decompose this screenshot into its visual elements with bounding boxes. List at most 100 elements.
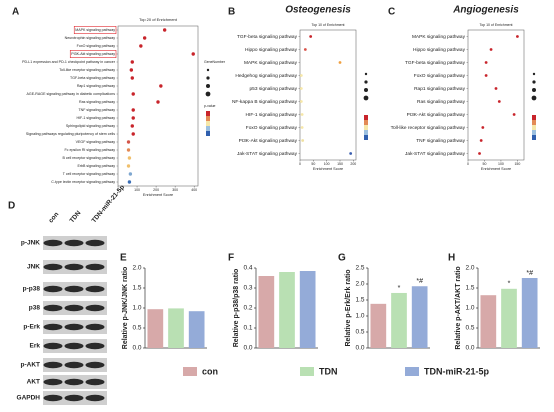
bar (299, 271, 316, 348)
blot-band (43, 394, 63, 402)
x-tick-label: 0 (299, 162, 301, 166)
category-label: HIF-1 signaling pathway (76, 116, 115, 120)
blot-band (85, 342, 105, 350)
x-tick-label: 50 (311, 162, 315, 166)
panel-letter: B (228, 7, 235, 18)
blot-band (43, 285, 63, 293)
size-legend-dot (532, 80, 536, 84)
category-label: Ras signaling pathway (79, 100, 115, 104)
y-tick-label: 0.0 (465, 345, 474, 352)
x-tick-label: 400 (191, 188, 197, 192)
y-tick-label: 1.5 (465, 285, 474, 292)
size-legend-dot (206, 84, 210, 88)
category-label: FoxO signaling pathway (246, 125, 298, 131)
category-label: MAPK signaling pathway (244, 60, 298, 66)
dot (301, 139, 305, 142)
legend-label: TDN (319, 366, 338, 376)
color-legend-step (206, 116, 210, 121)
dot (479, 139, 483, 142)
color-legend-title: p-value (204, 104, 216, 108)
y-tick-label: 2.0 (355, 281, 364, 288)
dot (481, 126, 485, 129)
blot-row-label: p-AKT (21, 362, 41, 369)
y-tick-label: 0.4 (243, 265, 252, 272)
dot (162, 28, 167, 32)
dot (142, 36, 147, 40)
dot (130, 60, 134, 64)
color-legend-step (206, 111, 210, 116)
color-legend-step (532, 125, 536, 130)
chart-title: Angiogenesis (452, 5, 519, 16)
blot-band (64, 285, 84, 293)
dot (156, 100, 160, 104)
blot-row-label: p-JNK (21, 240, 40, 247)
y-tick-label: 0.2 (243, 305, 252, 312)
category-label: MAPK signaling pathway (412, 34, 466, 40)
dot (130, 76, 134, 80)
blot-row-label: p38 (29, 305, 41, 312)
dot (126, 148, 131, 152)
size-legend-dot (364, 72, 368, 76)
lane-label: con (47, 211, 60, 224)
dot (126, 140, 131, 144)
y-tick-label: 0.0 (132, 345, 141, 352)
y-tick-label: 0.3 (243, 285, 252, 292)
dot (131, 132, 135, 136)
color-legend-step (364, 135, 368, 140)
bar (411, 286, 428, 348)
y-tick-label: 0.1 (243, 325, 252, 332)
y-axis-label: Relative p-AKT/AKT ratio (455, 266, 462, 349)
blot-band (85, 378, 105, 386)
blot-band (64, 263, 84, 271)
y-tick-label: 1.0 (355, 313, 364, 320)
dot (484, 74, 488, 77)
blot-band (43, 304, 63, 312)
category-label: Rap1 signaling pathway (414, 86, 466, 92)
dot (497, 100, 501, 103)
size-legend-dot (206, 68, 210, 72)
x-tick-label: 0 (117, 188, 119, 192)
blot-band (43, 342, 63, 350)
category-label: Toll-like receptor signaling pathway (391, 125, 466, 131)
legend-label: TDN-miR-21-5p (424, 366, 490, 376)
panel-letter: F (228, 253, 234, 264)
category-label: Neurotrophin signaling pathway (65, 36, 116, 40)
significance-label: *# (416, 278, 423, 285)
x-tick-label: 150 (514, 162, 520, 166)
blot-band (64, 394, 84, 402)
lane-label: TDN-miR-21-5p (90, 184, 126, 224)
x-tick-label: 100 (324, 162, 330, 166)
y-tick-label: 0.5 (465, 325, 474, 332)
blot-band (43, 323, 63, 331)
dot (489, 48, 493, 51)
y-tick-label: 0.5 (132, 325, 141, 332)
category-label: Fc epsilon RI signaling pathway (64, 148, 115, 152)
dot (299, 100, 303, 103)
category-label: C-type lectin receptor signaling pathway (51, 180, 115, 184)
bar (521, 278, 538, 348)
category-label: PI3K-Akt signaling pathway (407, 112, 466, 118)
panel-letter: A (12, 7, 19, 18)
size-legend-dot (206, 76, 210, 80)
category-label: Signaling pathways regulating pluripoten… (26, 132, 115, 136)
category-label: ErbB signaling pathway (77, 164, 115, 168)
size-legend-dot (363, 95, 369, 101)
category-label: T cell receptor signaling pathway (63, 172, 115, 176)
category-label: PD-L1 expression and PD-1 checkpoint pat… (22, 60, 116, 64)
category-label: Hedgehog signaling pathway (235, 73, 297, 79)
lane-label: TDN (68, 209, 82, 224)
category-label: TNF signaling pathway (416, 138, 465, 144)
category-label: PI3K-Akt signaling pathway (239, 138, 298, 144)
y-tick-label: 1.0 (132, 305, 141, 312)
y-tick-label: 0.0 (243, 345, 252, 352)
legend-swatch (405, 367, 419, 376)
x-tick-label: 300 (172, 188, 178, 192)
size-legend-dot (532, 88, 536, 92)
significance-label: * (508, 281, 511, 288)
x-tick-label: 150 (337, 162, 343, 166)
bar (147, 309, 164, 348)
x-axis-label: Enrichment Score (313, 167, 343, 171)
category-label: p53 signaling pathway (250, 86, 298, 92)
y-axis-label: Relative p-JNK/JNK ratio (122, 267, 129, 349)
